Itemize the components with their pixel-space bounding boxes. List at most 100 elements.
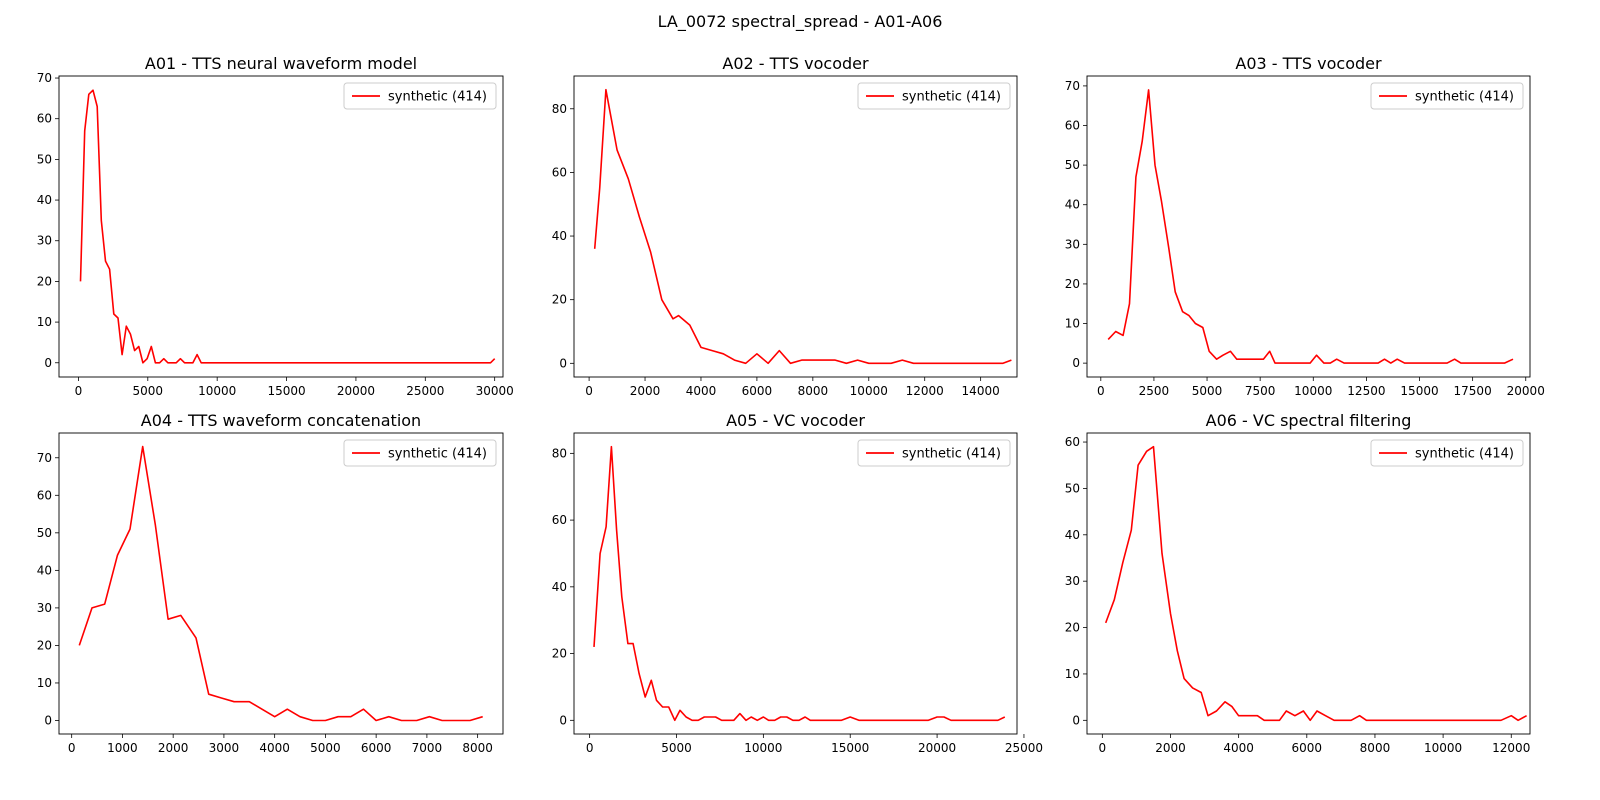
y-tick-label: 10: [1065, 317, 1080, 331]
y-tick-label: 60: [552, 513, 567, 527]
x-tick-label: 4000: [686, 384, 717, 398]
y-tick-label: 40: [1065, 198, 1080, 212]
x-tick-label: 10000: [744, 741, 782, 755]
x-tick-label: 7500: [1245, 384, 1276, 398]
y-tick-label: 0: [559, 356, 567, 370]
subplot-title: A01 - TTS neural waveform model: [145, 54, 417, 73]
x-tick-label: 6000: [742, 384, 773, 398]
x-tick-label: 15000: [267, 384, 305, 398]
x-tick-label: 10000: [1424, 741, 1462, 755]
legend: synthetic (414): [857, 82, 1011, 110]
axes-frame: [58, 75, 504, 378]
x-tick-label: 5000: [310, 741, 341, 755]
series-line: [79, 89, 496, 364]
y-tick-label: 20: [37, 638, 52, 652]
legend-box: [1370, 439, 1524, 467]
x-tick-label: 8000: [462, 741, 493, 755]
axes-frame: [573, 432, 1018, 735]
x-tick-label: 7000: [412, 741, 443, 755]
y-tick-label: 10: [1065, 667, 1080, 681]
legend-label: synthetic (414): [1415, 90, 1514, 105]
x-tick-label: 12000: [1492, 741, 1530, 755]
y-tick-label: 60: [1065, 435, 1080, 449]
legend: synthetic (414): [343, 82, 497, 110]
x-tick-label: 10000: [198, 384, 236, 398]
y-tick-label: 0: [44, 356, 52, 370]
y-tick-label: 40: [552, 229, 567, 243]
y-tick-label: 50: [1065, 158, 1080, 172]
x-tick-label: 0: [585, 384, 593, 398]
y-tick-label: 40: [1065, 528, 1080, 542]
y-tick-label: 70: [37, 451, 52, 465]
y-tick-label: 50: [37, 526, 52, 540]
x-tick-label: 1000: [107, 741, 138, 755]
y-tick-label: 10: [37, 676, 52, 690]
legend-box: [857, 439, 1011, 467]
y-tick-label: 20: [1065, 621, 1080, 635]
y-tick-label: 30: [37, 234, 52, 248]
legend: synthetic (414): [1370, 82, 1524, 110]
x-tick-label: 6000: [1292, 741, 1323, 755]
series-line: [1107, 89, 1514, 364]
x-tick-label: 0: [586, 741, 594, 755]
y-tick-label: 0: [1072, 713, 1080, 727]
subplot-title: A06 - VC spectral filtering: [1206, 411, 1412, 430]
y-tick-label: 20: [37, 274, 52, 288]
x-tick-label: 8000: [798, 384, 829, 398]
legend-box: [343, 439, 497, 467]
y-tick-label: 20: [1065, 277, 1080, 291]
x-tick-label: 10000: [1294, 384, 1332, 398]
x-tick-label: 4000: [259, 741, 290, 755]
axes-frame: [58, 432, 504, 735]
legend: synthetic (414): [343, 439, 497, 467]
y-tick-label: 60: [37, 488, 52, 502]
x-tick-label: 0: [1097, 384, 1105, 398]
y-tick-label: 60: [552, 165, 567, 179]
x-tick-label: 25000: [406, 384, 444, 398]
y-tick-label: 80: [552, 446, 567, 460]
y-tick-label: 60: [1065, 119, 1080, 133]
subplot-title: A03 - TTS vocoder: [1235, 54, 1382, 73]
series-line: [1104, 445, 1527, 722]
x-tick-label: 0: [68, 741, 76, 755]
y-tick-label: 0: [44, 713, 52, 727]
series-line: [593, 88, 1012, 365]
legend-label: synthetic (414): [1415, 447, 1514, 462]
legend-box: [857, 82, 1011, 110]
x-tick-label: 5000: [661, 741, 692, 755]
y-tick-label: 0: [1072, 356, 1080, 370]
x-tick-label: 20000: [337, 384, 375, 398]
x-tick-label: 0: [75, 384, 83, 398]
subplot-title: A04 - TTS waveform concatenation: [141, 411, 421, 430]
subplot-1: A01 - TTS neural waveform model 0 5000 1000…: [37, 54, 514, 398]
y-tick-label: 40: [37, 563, 52, 577]
y-tick-label: 60: [37, 112, 52, 126]
subplot-4: A04 - TTS waveform concatenation 0 1000 20 0…: [37, 411, 504, 755]
series-line: [593, 445, 1006, 722]
subplot-3: A03 - TTS vocoder 0 2500 5000 7500 10000 12500…: [1065, 54, 1545, 398]
legend: synthetic (414): [857, 439, 1011, 467]
y-tick-label: 50: [37, 152, 52, 166]
y-tick-label: 70: [37, 71, 52, 85]
x-tick-label: 3000: [209, 741, 240, 755]
subplot-title: A05 - VC vocoder: [726, 411, 865, 430]
y-tick-label: 30: [37, 601, 52, 615]
x-tick-label: 20000: [918, 741, 956, 755]
axes-frame: [573, 75, 1018, 378]
axes-frame: [1086, 432, 1531, 735]
x-tick-label: 15000: [831, 741, 869, 755]
y-tick-label: 80: [552, 102, 567, 116]
x-tick-label: 17500: [1454, 384, 1492, 398]
x-tick-label: 30000: [476, 384, 514, 398]
y-tick-label: 30: [1065, 237, 1080, 251]
x-tick-label: 20000: [1507, 384, 1545, 398]
x-tick-label: 6000: [361, 741, 392, 755]
subplot-2: A02 - TTS vocoder 0 2000 4000 6000 8000 10000 1…: [552, 54, 1018, 398]
legend-label: synthetic (414): [388, 90, 487, 105]
axes-frame: [1086, 75, 1531, 378]
legend-label: synthetic (414): [902, 90, 1001, 105]
y-tick-label: 20: [552, 293, 567, 307]
legend-box: [1370, 82, 1524, 110]
x-tick-label: 2000: [630, 384, 661, 398]
x-tick-label: 0: [1099, 741, 1107, 755]
